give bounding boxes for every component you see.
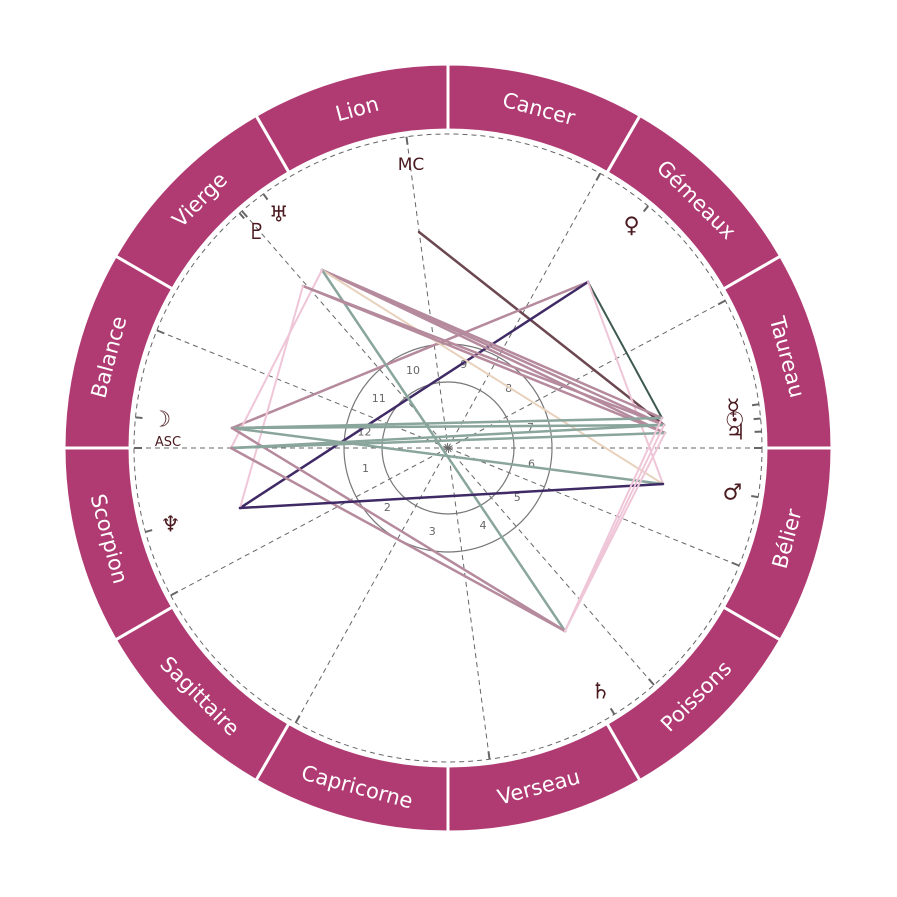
zodiac-sign-segment (721, 446, 834, 643)
house-number: 6 (528, 458, 535, 471)
angle-labels: ASC MC (155, 155, 424, 450)
aspect-line (230, 426, 567, 633)
aspect-line (320, 268, 567, 633)
aspect-line (230, 426, 665, 486)
planet-tick (135, 416, 143, 420)
neptune-icon: ♆ (161, 512, 181, 537)
planet-tick (145, 529, 153, 533)
house-cusp-line (447, 300, 726, 449)
jupiter-icon: ♃ (726, 420, 746, 445)
saturn-icon: ♄ (591, 680, 611, 705)
house-cusp-tick (405, 136, 409, 145)
aspect-line (564, 432, 666, 632)
aspect-line (238, 482, 665, 510)
house-cusp-line (447, 447, 655, 686)
planet-tick (751, 495, 759, 499)
mars-icon: ♂ (723, 481, 743, 506)
house-cusp-line (405, 136, 449, 449)
aspect-line (321, 269, 664, 485)
house-cusp-line (156, 329, 449, 449)
house-number: 2 (384, 501, 391, 514)
house-number: 1 (362, 462, 369, 475)
planet-tick (238, 212, 245, 220)
house-cusp-tick (170, 590, 179, 597)
aspect-line (230, 269, 323, 449)
house-cusp-tick (487, 751, 491, 760)
house-cusp-lines (134, 136, 762, 760)
aspect-line (229, 423, 666, 450)
planet-ticks (135, 193, 762, 715)
house-number: 7 (527, 421, 534, 434)
house-number: 4 (479, 519, 486, 532)
house-cusp-tick (241, 210, 249, 218)
house-number: 11 (372, 392, 386, 405)
house-number: 3 (429, 525, 436, 538)
planet-glyphs: ☽ ♆ ♇♅ ♀ ☿☉♃ ♂ ♄ (152, 203, 746, 705)
aspect-line (230, 423, 666, 430)
aspect-line (320, 268, 667, 435)
house-number: 10 (406, 364, 420, 377)
planet-tick (751, 403, 760, 407)
planet-tick (642, 205, 649, 213)
aspect-lines (229, 230, 667, 633)
house-cusp-tick (647, 678, 655, 686)
aspect-line (587, 281, 663, 419)
house-cusp-line (447, 447, 491, 760)
house-number: 5 (514, 491, 521, 504)
mc-label: MC (398, 155, 425, 175)
planet-tick (753, 417, 761, 421)
house-number: 8 (505, 382, 512, 395)
aspect-line (229, 431, 667, 450)
house-cusp-line (241, 210, 449, 449)
sun-icon: ☉ (725, 408, 745, 433)
venus-icon: ♀ (624, 214, 640, 239)
house-cusp-line (447, 447, 740, 567)
house-cusp-tick (717, 299, 726, 306)
aspect-line (229, 446, 567, 633)
planet-tick (609, 707, 616, 715)
moon-icon: ☽ (152, 407, 172, 432)
house-cusp-line (170, 447, 449, 596)
aspect-line (239, 285, 304, 509)
house-number: 9 (460, 358, 467, 371)
house-cusp-tick (294, 715, 301, 724)
aspect-line (238, 280, 590, 510)
aspect-line (417, 230, 666, 427)
uranus-icon: ♅ (269, 203, 289, 228)
aspect-line (230, 280, 590, 430)
pluto-icon: ♇ (247, 220, 267, 245)
house-cusp-tick (156, 329, 165, 335)
aspect-line (587, 281, 664, 485)
house-cusp-line (447, 173, 601, 449)
house-cusp-line (295, 447, 449, 723)
asc-label: ASC (155, 435, 181, 450)
aspect-line (301, 284, 667, 435)
house-cusp-tick (595, 172, 602, 181)
mercury-icon: ☿ (726, 395, 740, 420)
planet-tick (262, 193, 269, 201)
house-cusp-tick (731, 561, 740, 567)
